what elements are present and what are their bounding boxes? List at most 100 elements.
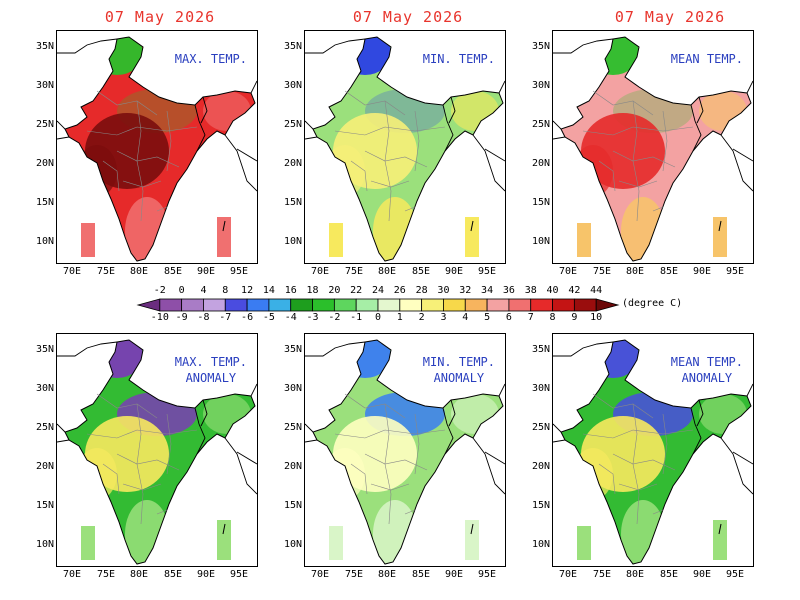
map-panel: MIN. TEMP. ANOMALY — [304, 333, 506, 567]
colorbar-anom-label: -2 — [328, 312, 341, 323]
lat-tick-label: 10N — [35, 236, 54, 247]
india-map — [57, 36, 257, 262]
lat-tick-label: 15N — [283, 500, 302, 511]
map-panel: MAX. TEMP. — [56, 30, 258, 264]
lat-tick-label: 20N — [283, 158, 302, 169]
india-map — [553, 36, 753, 262]
colorbar-swatch — [333, 298, 357, 312]
lat-tick-label: 30N — [35, 383, 54, 394]
colorbar-anom-label: 1 — [396, 312, 403, 323]
colorbar-abs-label: 14 — [262, 285, 275, 296]
colorbar-anom-label: -1 — [350, 312, 363, 323]
lat-tick-label: 15N — [35, 500, 54, 511]
panel-title: MEAN TEMP. — [671, 51, 743, 67]
island-inset — [217, 520, 231, 560]
lat-tick-label: 30N — [531, 383, 550, 394]
lon-tick-label: 75E — [592, 266, 612, 277]
colorbar-abs-label: 4 — [200, 285, 207, 296]
colorbar-anom-label: 9 — [571, 312, 578, 323]
lat-tick-label: 35N — [35, 41, 54, 52]
colorbar-swatch — [224, 298, 248, 312]
colorbar-anom-label: 5 — [484, 312, 491, 323]
lon-tick-label: 70E — [310, 569, 330, 580]
lat-tick-label: 20N — [35, 461, 54, 472]
lon-tick-label: 85E — [411, 266, 431, 277]
lon-tick-label: 95E — [229, 569, 249, 580]
panel-title-line: MAX. TEMP. — [174, 355, 247, 369]
colorbar-unit: (degree C) — [622, 298, 683, 309]
colorbar-swatch — [552, 298, 575, 312]
lat-tick-label: 25N — [35, 119, 54, 130]
map-panel: MIN. TEMP. — [304, 30, 506, 264]
date-label: 07 May 2026 — [614, 8, 726, 26]
colorbar-abs-label: 12 — [241, 285, 254, 296]
island-inset — [577, 223, 591, 257]
lon-tick-label: 80E — [377, 569, 397, 580]
island-inset — [329, 526, 343, 560]
lon-tick-label: 95E — [477, 266, 497, 277]
colorbar-swatch — [181, 298, 204, 312]
colorbar-anom-label: -10 — [150, 312, 169, 323]
colorbar-anom-label: 10 — [590, 312, 603, 323]
colorbar-abs-label: 0 — [178, 285, 185, 296]
map-panel: MEAN TEMP. ANOMALY — [552, 333, 754, 567]
lat-tick-label: 35N — [283, 344, 302, 355]
lat-tick-label: 25N — [531, 422, 550, 433]
colorbar-swatch — [246, 298, 270, 312]
colorbar-swatch — [595, 298, 620, 312]
map-panel: MEAN TEMP. — [552, 30, 754, 264]
colorbar-abs-label: -2 — [153, 285, 166, 296]
lat-tick-label: 25N — [35, 422, 54, 433]
colorbar-swatch — [399, 298, 423, 312]
colorbar-anom-label: 0 — [374, 312, 382, 323]
colorbar — [136, 298, 620, 312]
lat-tick-label: 15N — [531, 500, 550, 511]
lon-tick-label: 70E — [62, 569, 82, 580]
lon-tick-label: 80E — [625, 569, 645, 580]
panel-title: MIN. TEMP. — [423, 51, 495, 67]
panel-title-line: ANOMALY — [433, 371, 485, 385]
colorbar-abs-label: 24 — [371, 285, 385, 296]
lat-tick-label: 30N — [35, 80, 54, 91]
colorbar-swatch — [486, 298, 510, 312]
colorbar-anom-label: 3 — [440, 312, 447, 323]
lat-tick-label: 15N — [283, 197, 302, 208]
lat-tick-label: 10N — [531, 236, 550, 247]
lon-tick-label: 80E — [129, 569, 149, 580]
colorbar-abs-label: 26 — [393, 285, 406, 296]
lon-tick-label: 95E — [725, 266, 745, 277]
lat-tick-label: 35N — [531, 41, 550, 52]
lon-tick-label: 75E — [344, 569, 364, 580]
colorbar-anom-label: -5 — [262, 312, 275, 323]
lon-tick-label: 75E — [344, 266, 364, 277]
lon-tick-label: 75E — [96, 266, 116, 277]
lat-tick-label: 30N — [531, 80, 550, 91]
panel-title-line: MEAN TEMP. — [670, 52, 743, 66]
date-label: 07 May 2026 — [352, 8, 464, 26]
lon-tick-label: 75E — [96, 569, 116, 580]
colorbar-anom-label: -7 — [219, 312, 232, 323]
lon-tick-label: 70E — [558, 569, 578, 580]
lon-tick-label: 95E — [477, 569, 497, 580]
lat-tick-label: 25N — [283, 119, 302, 130]
colorbar-anom-label: -4 — [284, 312, 297, 323]
colorbar-anom-label: 6 — [505, 312, 512, 323]
lon-tick-label: 90E — [692, 569, 712, 580]
colorbar-anom-label: -6 — [241, 312, 254, 323]
lon-tick-label: 90E — [444, 266, 464, 277]
colorbar-swatch — [421, 298, 444, 312]
colorbar-anom-label: 8 — [549, 312, 556, 323]
lon-tick-label: 80E — [129, 266, 149, 277]
lat-tick-label: 35N — [531, 344, 550, 355]
lon-tick-label: 85E — [659, 569, 679, 580]
lon-tick-label: 75E — [592, 569, 612, 580]
lat-tick-label: 30N — [283, 80, 302, 91]
india-map — [305, 36, 505, 262]
date-label: 07 May 2026 — [104, 8, 216, 26]
colorbar-anom-label: 4 — [462, 312, 469, 323]
lat-tick-label: 25N — [283, 422, 302, 433]
india-map — [305, 339, 505, 565]
island-inset — [577, 526, 591, 560]
lon-tick-label: 90E — [196, 569, 216, 580]
colorbar-swatch — [355, 298, 379, 312]
